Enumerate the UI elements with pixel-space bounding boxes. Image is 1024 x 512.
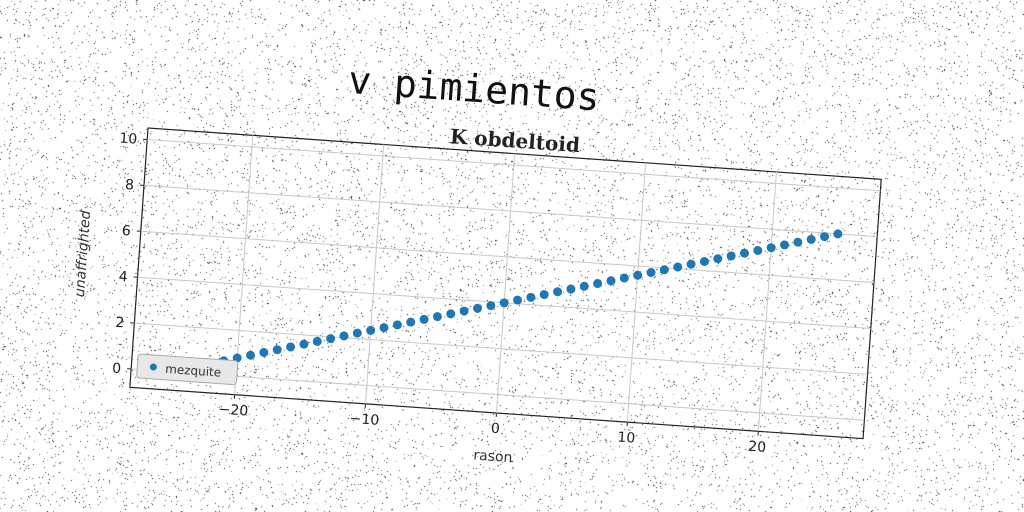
data-point <box>352 328 362 338</box>
plot-group: −20 −10 0 10 20 0 2 4 6 8 10 K obdeltoid rason un… <box>72 124 882 467</box>
x-tick-label: 20 <box>748 439 767 456</box>
data-point <box>686 259 696 269</box>
data-point <box>806 234 816 244</box>
y-axis-label: unaffrighted <box>72 210 94 298</box>
data-point <box>246 350 256 360</box>
y-tick-label: 8 <box>124 177 134 194</box>
grid-line-x <box>365 144 385 404</box>
data-point <box>499 298 509 308</box>
data-point <box>419 314 429 324</box>
data-points <box>165 229 843 377</box>
data-point <box>526 292 536 302</box>
data-point <box>699 256 709 266</box>
grid-line-x <box>757 171 777 432</box>
data-point <box>513 295 523 305</box>
legend-label: mezquite <box>165 362 222 380</box>
data-point <box>286 342 296 352</box>
x-tick-label: −20 <box>218 402 249 420</box>
data-point <box>299 339 309 349</box>
data-point <box>633 270 643 280</box>
data-point <box>753 245 763 255</box>
data-point <box>459 306 469 316</box>
grid-line-x <box>626 162 647 423</box>
data-point <box>539 290 549 300</box>
grid-line-x <box>234 135 254 395</box>
data-point <box>339 331 349 341</box>
data-point <box>726 251 736 261</box>
data-point <box>793 237 803 247</box>
data-point <box>593 279 603 289</box>
data-point <box>406 317 416 327</box>
chart-title: K obdeltoid <box>449 124 581 157</box>
y-tick-label: 6 <box>121 223 131 240</box>
grid-line-y <box>131 368 865 421</box>
x-tick-label: −10 <box>349 411 380 429</box>
y-tick-label: 0 <box>112 361 122 378</box>
data-point <box>326 334 336 344</box>
data-point <box>820 232 830 242</box>
data-point <box>739 248 749 258</box>
grid-line-y <box>143 184 878 238</box>
data-point <box>659 265 669 275</box>
x-axis-ticks: −20 −10 0 10 20 <box>218 394 767 456</box>
data-point <box>259 347 269 357</box>
grid-line-x <box>495 153 516 414</box>
x-tick-label: 0 <box>490 421 500 438</box>
data-point <box>606 276 616 286</box>
data-point <box>432 312 442 322</box>
data-point <box>713 254 723 264</box>
y-tick-label: 10 <box>119 131 138 148</box>
data-point <box>392 320 402 330</box>
grid <box>131 135 881 432</box>
y-tick-label: 2 <box>115 315 125 332</box>
data-point <box>566 284 576 294</box>
data-point <box>446 309 456 319</box>
data-point <box>579 281 589 291</box>
grid-line-y <box>147 138 881 192</box>
grid-line-y <box>134 322 868 375</box>
data-point <box>472 303 482 313</box>
legend-marker <box>149 363 157 371</box>
data-point <box>833 229 843 239</box>
data-point <box>272 345 282 355</box>
x-tick-label: 10 <box>617 430 636 447</box>
data-point <box>766 243 776 253</box>
legend-box <box>136 353 239 386</box>
data-point <box>553 287 563 297</box>
data-point <box>646 268 656 278</box>
data-point <box>486 301 496 311</box>
data-point <box>366 325 376 335</box>
data-point <box>780 240 790 250</box>
legend: mezquite <box>136 353 239 386</box>
y-axis-ticks: 0 2 4 6 8 10 <box>112 131 148 378</box>
data-point <box>379 323 389 333</box>
grid-line-y <box>140 230 875 284</box>
x-axis-label: rason <box>473 448 513 467</box>
data-point <box>312 336 322 346</box>
data-point <box>673 262 683 272</box>
data-point <box>619 273 629 283</box>
y-tick-label: 4 <box>118 269 128 286</box>
